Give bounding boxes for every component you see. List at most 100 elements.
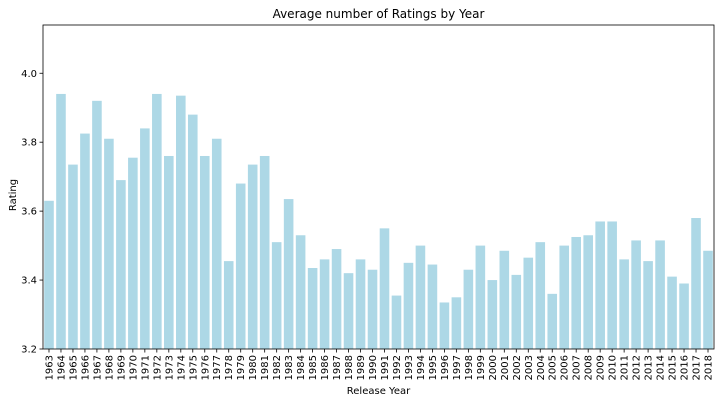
x-tick-label: 1977	[212, 355, 223, 380]
x-tick-label: 1966	[80, 355, 91, 380]
x-tick-label: 1991	[380, 355, 391, 380]
y-tick-label: 3.2	[21, 345, 37, 356]
x-tick-label: 2011	[620, 355, 631, 380]
x-tick-label: 1996	[440, 355, 451, 380]
x-tick-label: 1980	[248, 355, 259, 380]
bar-1990	[367, 269, 378, 349]
bar-2011	[619, 259, 629, 349]
x-tick-label: 1963	[44, 355, 55, 380]
x-tick-label: 1982	[272, 355, 283, 380]
x-tick-label: 1973	[164, 355, 175, 380]
x-tick-label: 1969	[116, 355, 127, 380]
bar-1979	[235, 183, 246, 349]
bar-1975	[187, 114, 198, 350]
x-tick-label: 1972	[152, 355, 163, 380]
x-tick-label: 1976	[200, 355, 211, 380]
bar-1974	[176, 95, 186, 349]
x-tick-label: 2004	[536, 355, 547, 380]
x-tick-label: 1998	[464, 355, 475, 380]
bar-1980	[247, 164, 258, 349]
x-tick-label: 1985	[308, 355, 319, 380]
x-tick-label: 1971	[140, 355, 151, 380]
bar-2003	[523, 257, 534, 349]
bars-group	[44, 93, 713, 350]
x-tick-label: 1994	[416, 355, 427, 380]
y-axis-label: Rating	[8, 179, 19, 211]
x-tick-label: 1997	[452, 355, 463, 380]
x-tick-label: 1993	[404, 355, 415, 380]
bar-1998	[463, 269, 474, 349]
x-tick-label: 2001	[500, 355, 511, 380]
bar-1978	[223, 261, 234, 349]
x-tick-label: 1965	[68, 355, 79, 380]
bar-2005	[547, 293, 558, 349]
x-tick-label: 1986	[320, 355, 331, 380]
x-axis-label: Release Year	[347, 386, 411, 397]
bar-1967	[92, 100, 102, 349]
bar-2010	[607, 221, 617, 349]
x-tick-label: 1981	[260, 355, 271, 380]
bar-2017	[691, 218, 701, 349]
bar-1969	[116, 180, 126, 349]
x-tick-label: 1968	[104, 355, 115, 380]
y-tick-label: 3.6	[21, 207, 37, 218]
x-tick-label: 1989	[356, 355, 367, 380]
x-tick-label: 2007	[572, 355, 583, 380]
bar-2012	[631, 240, 641, 349]
bar-1982	[271, 242, 282, 349]
bar-1981	[259, 155, 270, 349]
x-tick-label: 2010	[608, 355, 619, 380]
x-tick-label: 2009	[596, 355, 607, 380]
x-tick-label: 1974	[176, 355, 187, 380]
x-tick-label: 2016	[680, 355, 691, 380]
bar-1973	[164, 155, 174, 349]
x-tick-label: 2006	[560, 355, 571, 380]
bar-2000	[487, 280, 498, 349]
x-tick-label: 1978	[224, 355, 235, 380]
bar-1993	[403, 262, 414, 349]
bar-1972	[152, 93, 162, 349]
bar-1983	[283, 199, 294, 349]
bar-1968	[104, 138, 114, 349]
x-tick-label: 1967	[92, 355, 103, 380]
x-tick-label: 2013	[644, 355, 655, 380]
bar-1996	[439, 302, 450, 349]
x-tick-label: 2018	[704, 355, 715, 380]
x-tick-label: 2003	[524, 355, 535, 380]
bar-1992	[391, 295, 402, 349]
x-tick-label: 2014	[656, 355, 667, 380]
bar-1988	[343, 273, 354, 349]
x-tick-label: 1987	[332, 355, 343, 380]
x-tick-label: 2002	[512, 355, 523, 380]
x-tick-label: 2008	[584, 355, 595, 380]
x-tick-label: 1990	[368, 355, 379, 380]
bar-1997	[451, 297, 462, 349]
bar-2014	[655, 240, 665, 349]
bar-2018	[703, 250, 713, 349]
x-tick-label: 1992	[392, 355, 403, 380]
bar-2013	[643, 261, 653, 349]
x-tick-label: 1999	[476, 355, 487, 380]
bar-1965	[68, 164, 78, 349]
x-tick-label: 1975	[188, 355, 199, 380]
x-tick-label: 1970	[128, 355, 139, 380]
x-tick-label: 2012	[632, 355, 643, 380]
bar-1984	[295, 235, 306, 349]
x-tick-label: 1983	[284, 355, 295, 380]
bar-1995	[427, 264, 438, 349]
x-tick-label: 1964	[56, 355, 67, 380]
bar-1991	[379, 228, 390, 349]
x-tick-label: 2017	[692, 355, 703, 380]
bar-1976	[199, 155, 210, 349]
x-tick-label: 1984	[296, 355, 307, 380]
bar-1987	[331, 249, 342, 349]
bar-1963	[44, 200, 54, 349]
x-tick-label: 2015	[668, 355, 679, 380]
bar-1977	[211, 138, 222, 349]
bar-1985	[307, 268, 318, 349]
bar-2009	[595, 221, 605, 349]
bar-2015	[667, 276, 677, 349]
x-tick-label: 1995	[428, 355, 439, 380]
bar-1971	[140, 128, 150, 349]
